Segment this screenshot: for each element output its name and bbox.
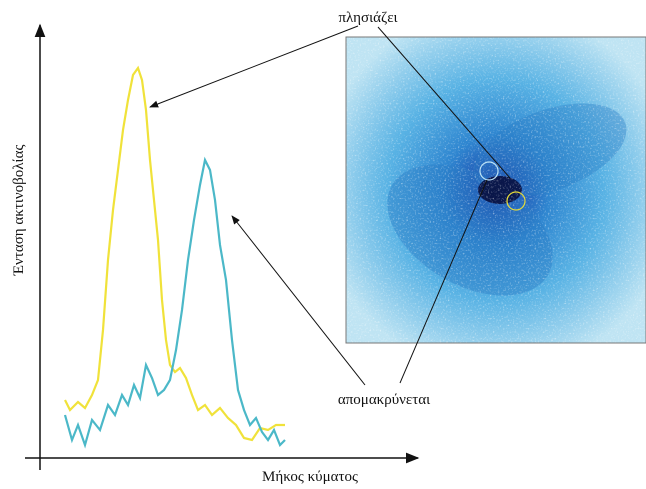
receding-arrow [232, 216, 365, 385]
approaching-spectrum [65, 68, 285, 440]
approaching-arrow [150, 26, 358, 107]
x-axis-label: Μήκος κύματος [262, 469, 358, 485]
receding-label: απομακρύνεται [338, 392, 430, 408]
receding-spectrum [65, 160, 285, 445]
figure: πλησιάζει απομακρύνεται Μήκος κύματος Έν… [0, 0, 646, 489]
y-axis-label: Ένταση ακτινοβολίας [11, 145, 27, 277]
galaxy-image [346, 37, 646, 343]
approaching-label: πλησιάζει [338, 10, 397, 26]
